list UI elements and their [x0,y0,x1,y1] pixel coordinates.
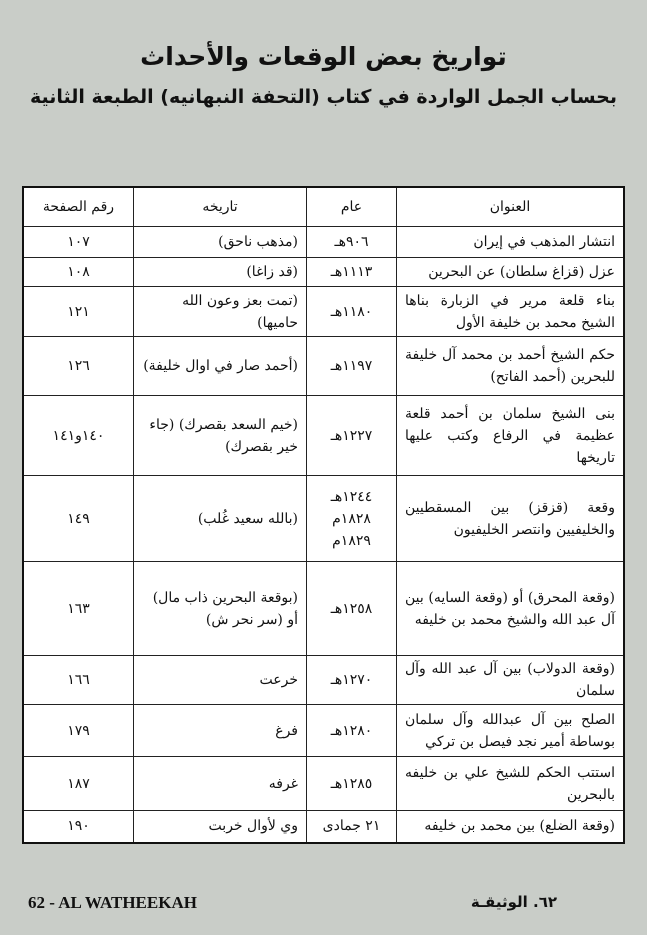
cell-title: وقعة (قزقز) بين المسقطيين والخليفيين وان… [396,475,625,562]
cell-date: (بالله سعيد غُلب) [133,475,307,562]
table-row: استتب الحكم للشيخ علي بن خليفه بالبحرين ١… [22,756,625,811]
table-row: (وقعة الدولاب) بين آل عبد الله وآل سلمان… [22,655,625,705]
table-row: (وقعة المحرق) أو (وقعة السايه) بين آل عب… [22,561,625,656]
cell-year: ٢١ جمادى [306,810,397,843]
cell-date: (قد زاغا) [133,257,307,287]
table-row: حكم الشيخ أحمد بن محمد آل خليفة للبحرين … [22,336,625,396]
cell-year: ١٢٨٠هـ [306,704,397,757]
cell-title: بنى الشيخ سلمان بن أحمد قلعة عظيمة في ال… [396,395,625,476]
table-row: بنى الشيخ سلمان بن أحمد قلعة عظيمة في ال… [22,395,625,476]
cell-year: ١٢٨٥هـ [306,756,397,811]
table-row: بناء قلعة مرير في الزبارة بناها الشيخ مح… [22,286,625,337]
cell-page: ١٧٩ [22,704,134,757]
cell-page: ١٤٠و١٤١ [22,395,134,476]
cell-title: (وقعة الضلع) بين محمد بن خليفه [396,810,625,843]
cell-title: (وقعة المحرق) أو (وقعة السايه) بين آل عب… [396,561,625,656]
cell-title: (وقعة الدولاب) بين آل عبد الله وآل سلمان [396,655,625,705]
cell-date: (بوقعة البحرين ذاب مال) أو (سر نحر ش) [133,561,307,656]
cell-page: ١٨٧ [22,756,134,811]
table-row: انتشار المذهب في إيران ٩٠٦هـ (مذهب ناحق) ١٠… [22,226,625,258]
cell-page: ١٦٣ [22,561,134,656]
cell-title: عزل (قزاغ سلطان) عن البحرين [396,257,625,287]
cell-page: ١٩٠ [22,810,134,843]
cell-date: غرفه [133,756,307,811]
cell-page: ١٤٩ [22,475,134,562]
cell-page: ١٢١ [22,286,134,337]
header-year: عام [306,186,397,227]
cell-date: فرغ [133,704,307,757]
cell-title: الصلح بين آل عبدالله وآل سلمان بوساطة أم… [396,704,625,757]
table-row: وقعة (قزقز) بين المسقطيين والخليفيين وان… [22,475,625,562]
table-row: عزل (قزاغ سلطان) عن البحرين ١١١٣هـ (قد زاغ… [22,257,625,287]
cell-title: انتشار المذهب في إيران [396,226,625,258]
cell-date: (خيم السعد بقصرك) (جاء خير بقصرك) [133,395,307,476]
cell-year: ١٢٢٧هـ [306,395,397,476]
cell-year: ١١٩٧هـ [306,336,397,396]
cell-year: ١١١٣هـ [306,257,397,287]
cell-year: ١٢٧٠هـ [306,655,397,705]
cell-year: ١١٨٠هـ [306,286,397,337]
footer-arabic: ٦٢. الوثيقـة [470,893,557,911]
cell-year: ٩٠٦هـ [306,226,397,258]
table-header-row: العنوان عام تاريخه رقم الصفحة [22,186,625,227]
cell-title: بناء قلعة مرير في الزبارة بناها الشيخ مح… [396,286,625,337]
page-title: تواريخ بعض الوقعات والأحداث [140,42,507,71]
cell-page: ١٢٦ [22,336,134,396]
cell-date: خرعت [133,655,307,705]
cell-page: ١٠٧ [22,226,134,258]
cell-date: (مذهب ناحق) [133,226,307,258]
cell-date: (تمت بعز وعون الله حاميها) [133,286,307,337]
page-subtitle: بحساب الجمل الواردة في كتاب (التحفة النب… [29,86,618,108]
cell-year: ١٢٥٨هـ [306,561,397,656]
cell-page: ١٦٦ [22,655,134,705]
events-table: العنوان عام تاريخه رقم الصفحة انتشار الم… [22,186,625,844]
table-row: (وقعة الضلع) بين محمد بن خليفه ٢١ جمادى وي… [22,810,625,843]
header-page: رقم الصفحة [22,186,134,227]
cell-date: وي لأوال خربت [133,810,307,843]
footer-english: 62 - AL WATHEEKAH [28,893,197,912]
cell-title: حكم الشيخ أحمد بن محمد آل خليفة للبحرين … [396,336,625,396]
cell-date: (أحمد صار في اوال خليفة) [133,336,307,396]
cell-title: استتب الحكم للشيخ علي بن خليفه بالبحرين [396,756,625,811]
header-title: العنوان [396,186,625,227]
table-row: الصلح بين آل عبدالله وآل سلمان بوساطة أم… [22,704,625,757]
cell-year: ١٢٤٤هـ ١٨٢٨م ١٨٢٩م [306,475,397,562]
header-date: تاريخه [133,186,307,227]
cell-page: ١٠٨ [22,257,134,287]
